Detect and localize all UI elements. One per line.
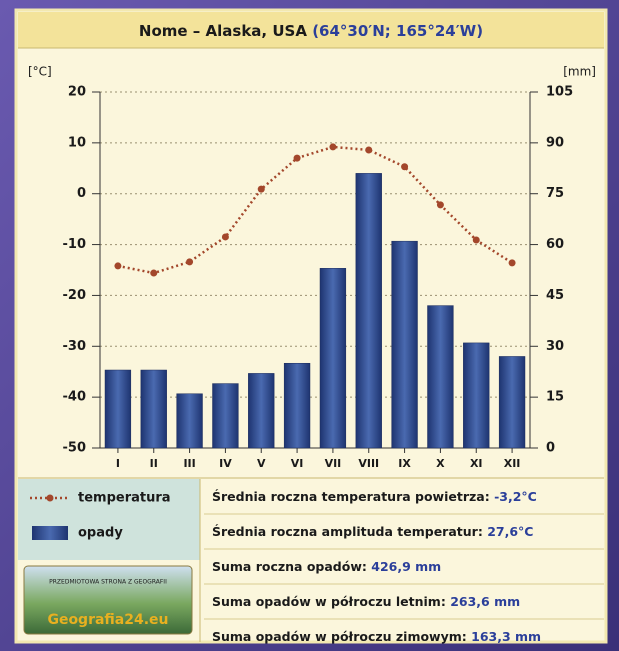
stat-value: -3,2°C <box>494 489 537 504</box>
precipitation-bar <box>104 369 132 449</box>
y2-tick-label: 30 <box>546 339 564 354</box>
stat-row: Suma roczna opadów: 426,9 mm <box>212 559 441 574</box>
y-tick-label: -10 <box>63 237 87 252</box>
legend-swatch <box>32 526 68 540</box>
stat-label: Suma roczna opadów: <box>212 559 367 574</box>
legend-label: opady <box>78 526 123 541</box>
x-tick-label: VIII <box>358 457 379 470</box>
precipitation-bar <box>283 362 311 449</box>
y-tick-label: 20 <box>68 85 86 100</box>
y-tick-label: -20 <box>63 288 87 303</box>
logo: PRZEDMIOTOWA STRONA Z GEOGRAFII Geografi… <box>23 565 193 635</box>
temperature-point <box>472 236 480 244</box>
chart-title: Nome – Alaska, USA (64°30′N; 165°24′W) <box>139 22 483 40</box>
y2-tick-label: 60 <box>546 237 564 252</box>
temperature-point <box>150 269 158 277</box>
y2-tick-label: 75 <box>546 186 564 201</box>
x-tick-label: XII <box>504 457 521 470</box>
stat-label: Suma opadów w półroczu zimowym: <box>212 629 467 644</box>
stat-row: Suma opadów w półroczu zimowym: 163,3 mm <box>212 629 541 644</box>
y-tick-label: -30 <box>63 339 87 354</box>
stat-row: Suma opadów w półroczu letnim: 263,6 mm <box>212 594 520 609</box>
stat-row: Średnia roczna temperatura powietrza: -3… <box>212 489 537 504</box>
temperature-point <box>508 259 516 267</box>
y2-tick-label: 90 <box>546 135 564 150</box>
temperature-point <box>401 163 409 171</box>
stat-value: 27,6°C <box>487 524 533 539</box>
temperature-point <box>293 154 301 162</box>
logo-frame <box>23 565 193 635</box>
logo-name: Geografia24.eu <box>47 612 168 628</box>
x-tick-label: V <box>257 457 266 470</box>
stat-value: 163,3 mm <box>471 629 541 644</box>
x-tick-label: IX <box>398 457 411 470</box>
precipitation-bar <box>140 369 167 449</box>
temperature-point <box>114 262 122 270</box>
x-tick-label: I <box>116 457 120 470</box>
precipitation-bar <box>355 173 382 449</box>
x-tick-label: II <box>150 457 158 470</box>
precipitation-bar <box>498 356 526 449</box>
precipitation-bar <box>463 342 490 449</box>
y-tick-label: -40 <box>63 390 87 405</box>
y2-axis-label: [mm] <box>563 65 596 79</box>
precipitation-bar <box>427 305 454 449</box>
y2-tick-label: 45 <box>546 288 564 303</box>
temperature-point <box>186 258 194 266</box>
legend-box <box>18 479 200 560</box>
temperature-point <box>436 201 444 209</box>
x-tick-label: VI <box>291 457 304 470</box>
legend-marker <box>46 494 54 502</box>
precipitation-bar <box>319 268 347 449</box>
temperature-point <box>221 233 229 241</box>
x-tick-label: X <box>436 457 445 470</box>
stat-label: Średnia roczna temperatura powietrza: <box>212 489 490 504</box>
logo-banner: PRZEDMIOTOWA STRONA Z GEOGRAFII <box>49 579 167 586</box>
stat-label: Suma opadów w półroczu letnim: <box>212 594 446 609</box>
precipitation-bar <box>176 393 203 449</box>
y2-tick-label: 0 <box>546 441 555 456</box>
y2-tick-label: 15 <box>546 390 564 405</box>
precipitation-bar <box>212 383 239 449</box>
stat-row: Średnia roczna amplituda temperatur: 27,… <box>212 524 533 539</box>
y-tick-label: 10 <box>68 135 86 150</box>
precipitation-bar <box>391 240 418 449</box>
y2-tick-label: 105 <box>546 85 573 100</box>
stat-value: 426,9 mm <box>371 559 441 574</box>
x-tick-label: IV <box>219 457 232 470</box>
x-tick-label: VII <box>325 457 342 470</box>
temperature-point <box>329 143 337 151</box>
temperature-point <box>257 185 265 193</box>
y-tick-label: 0 <box>77 186 86 201</box>
legend-label: temperatura <box>78 491 171 506</box>
stat-label: Średnia roczna amplituda temperatur: <box>212 524 483 539</box>
temperature-point <box>365 146 373 154</box>
stat-value: 263,6 mm <box>450 594 520 609</box>
x-tick-label: III <box>183 457 195 470</box>
x-tick-label: XI <box>470 457 483 470</box>
y-axis-label: [°C] <box>28 65 52 79</box>
y-tick-label: -50 <box>63 441 87 456</box>
precipitation-bar <box>248 373 275 449</box>
title-bar <box>18 12 604 48</box>
